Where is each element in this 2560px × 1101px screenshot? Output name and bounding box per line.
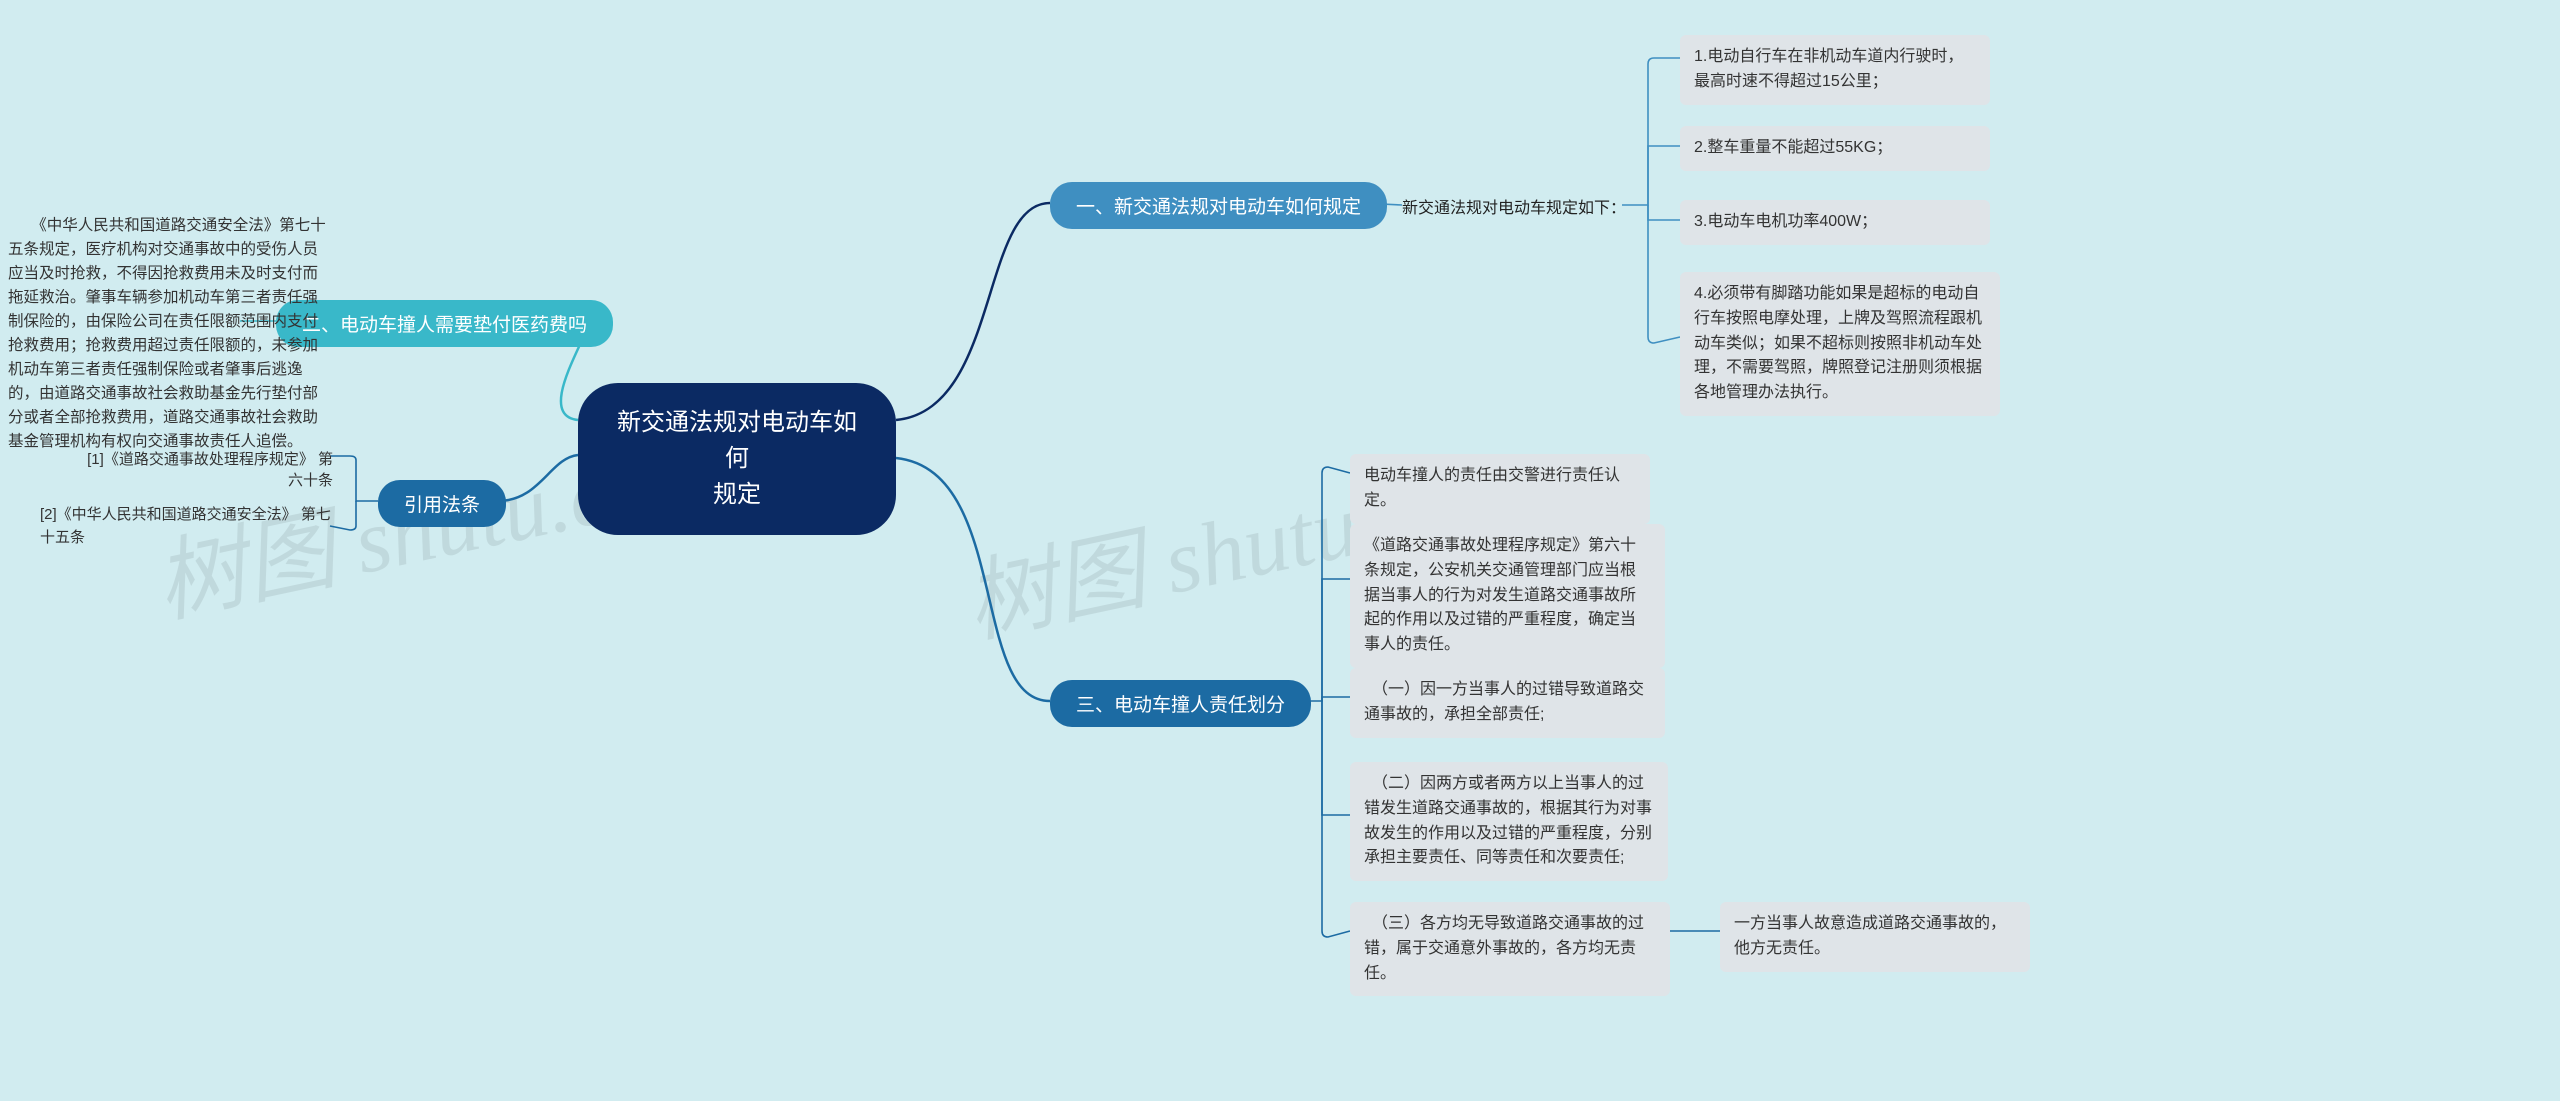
leaf-2-text: 2.整车重量不能超过55KG；: [1694, 139, 1892, 156]
leaf-8-text: 《道路交通事故处理程序规定》第六十条规定，公安机关交通管理部门应当根据当事人的行…: [1364, 537, 1636, 653]
leaf-7: 电动车撞人的责任由交警进行责任认定。: [1350, 454, 1650, 524]
leaf-8: 《道路交通事故处理程序规定》第六十条规定，公安机关交通管理部门应当根据当事人的行…: [1350, 524, 1665, 668]
plain-1-text: 新交通法规对电动车规定如下：: [1402, 194, 1626, 218]
leaf-7-text: 电动车撞人的责任由交警进行责任认定。: [1364, 467, 1620, 509]
connectors-layer: [0, 0, 2560, 1101]
leaf-9: （一）因一方当事人的过错导致道路交通事故的，承担全部责任;: [1350, 668, 1665, 738]
leaf-6a: [1]《道路交通事故处理程序规定》 第六十条: [78, 448, 333, 490]
leaf-9-text: （一）因一方当事人的过错导致道路交通事故的，承担全部责任;: [1364, 681, 1644, 723]
leaf-11-text: （三）各方均无导致道路交通事故的过错，属于交通意外事故的，各方均无责任。: [1364, 915, 1644, 982]
leaf-10: （二）因两方或者两方以上当事人的过错发生道路交通事故的，根据其行为对事故发生的作…: [1350, 762, 1668, 881]
leaf-10-text: （二）因两方或者两方以上当事人的过错发生道路交通事故的，根据其行为对事故发生的作…: [1364, 775, 1652, 866]
branch-1-label: 一、新交通法规对电动车如何规定: [1076, 192, 1361, 219]
leaf-4: 4.必须带有脚踏功能如果是超标的电动自行车按照电摩处理，上牌及驾照流程跟机动车类…: [1680, 272, 2000, 416]
leaf-6b-text: [2]《中华人民共和国道路交通安全法》 第七十五条: [40, 506, 331, 546]
branch-4-label: 引用法条: [404, 490, 480, 517]
leaf-5: 《中华人民共和国道路交通安全法》第七十五条规定，医疗机构对交通事故中的受伤人员应…: [8, 214, 328, 454]
branch-1: 一、新交通法规对电动车如何规定: [1050, 182, 1387, 229]
leaf-6a-text: [1]《道路交通事故处理程序规定》 第六十条: [87, 451, 333, 489]
center-text: 新交通法规对电动车如何 规定: [614, 405, 860, 513]
leaf-11: （三）各方均无导致道路交通事故的过错，属于交通意外事故的，各方均无责任。: [1350, 902, 1670, 996]
leaf-12-text: 一方当事人故意造成道路交通事故的，他方无责任。: [1734, 915, 2006, 957]
branch-3: 三、电动车撞人责任划分: [1050, 680, 1311, 727]
branch-3-label: 三、电动车撞人责任划分: [1076, 690, 1285, 717]
leaf-12: 一方当事人故意造成道路交通事故的，他方无责任。: [1720, 902, 2030, 972]
leaf-3: 3.电动车电机功率400W；: [1680, 200, 1990, 245]
leaf-1: 1.电动自行车在非机动车道内行驶时，最高时速不得超过15公里；: [1680, 35, 1990, 105]
branch-4: 引用法条: [378, 480, 506, 527]
leaf-3-text: 3.电动车电机功率400W；: [1694, 213, 1877, 230]
leaf-6b: [2]《中华人民共和国道路交通安全法》 第七十五条: [40, 504, 333, 549]
branch-2-label: 二、电动车撞人需要垫付医药费吗: [302, 310, 587, 337]
plain-1: 新交通法规对电动车规定如下：: [1402, 194, 1626, 218]
center-node: 新交通法规对电动车如何 规定: [578, 383, 896, 535]
leaf-1-text: 1.电动自行车在非机动车道内行驶时，最高时速不得超过15公里；: [1694, 48, 1963, 90]
leaf-2: 2.整车重量不能超过55KG；: [1680, 126, 1990, 171]
leaf-4-text: 4.必须带有脚踏功能如果是超标的电动自行车按照电摩处理，上牌及驾照流程跟机动车类…: [1694, 285, 1982, 401]
leaf-5-text: 《中华人民共和国道路交通安全法》第七十五条规定，医疗机构对交通事故中的受伤人员应…: [8, 217, 326, 450]
